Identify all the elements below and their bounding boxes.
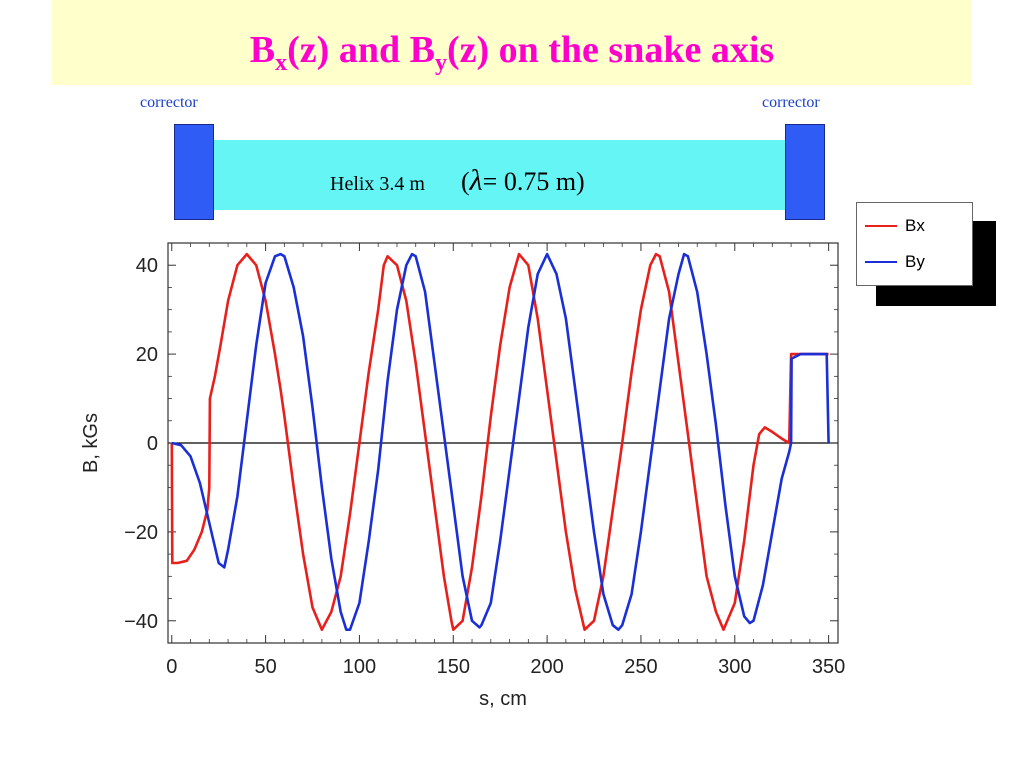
helix-caption: Helix 3.4 m (λ= 0.75 m) (330, 164, 585, 198)
y-tick-label: 0 (147, 433, 158, 455)
y-tick-label: 40 (136, 255, 158, 277)
page-title: Bx(z) and By(z) on the snake axis (249, 29, 775, 76)
x-tick-label: 200 (530, 656, 563, 678)
helix-bar (214, 140, 785, 210)
x-tick-label: 50 (254, 656, 276, 678)
y-tick-label: −20 (124, 522, 158, 544)
corrector-left-box (174, 124, 214, 220)
legend-label-bx: Bx (905, 216, 925, 235)
legend-swatch-by (865, 261, 897, 263)
legend-item-by: By (865, 251, 925, 273)
y-axis-title: B, kGs (80, 413, 102, 473)
helix-wavelength-label: (λ= 0.75 m) (461, 164, 585, 197)
x-tick-label: 0 (166, 656, 177, 678)
corrector-right-box (785, 124, 825, 220)
x-tick-label: 150 (437, 656, 470, 678)
x-tick-label: 350 (812, 656, 845, 678)
x-tick-label: 300 (718, 656, 751, 678)
legend-label-by: By (905, 252, 925, 271)
x-tick-label: 250 (624, 656, 657, 678)
y-tick-label: −40 (124, 611, 158, 633)
series-line-by (171, 252, 830, 632)
legend-swatch-bx (865, 225, 897, 227)
helix-length-label: Helix 3.4 m (330, 173, 425, 195)
series-line-bx (170, 252, 829, 632)
x-axis-title: s, cm (479, 688, 527, 710)
legend-item-bx: Bx (865, 215, 925, 237)
y-tick-label: 20 (136, 344, 158, 366)
corrector-left-label: corrector (140, 94, 198, 111)
x-tick-label: 100 (343, 656, 376, 678)
corrector-right-label: corrector (762, 94, 820, 111)
legend: Bx By (856, 202, 973, 286)
title-band: Bx(z) and By(z) on the snake axis (52, 0, 972, 85)
